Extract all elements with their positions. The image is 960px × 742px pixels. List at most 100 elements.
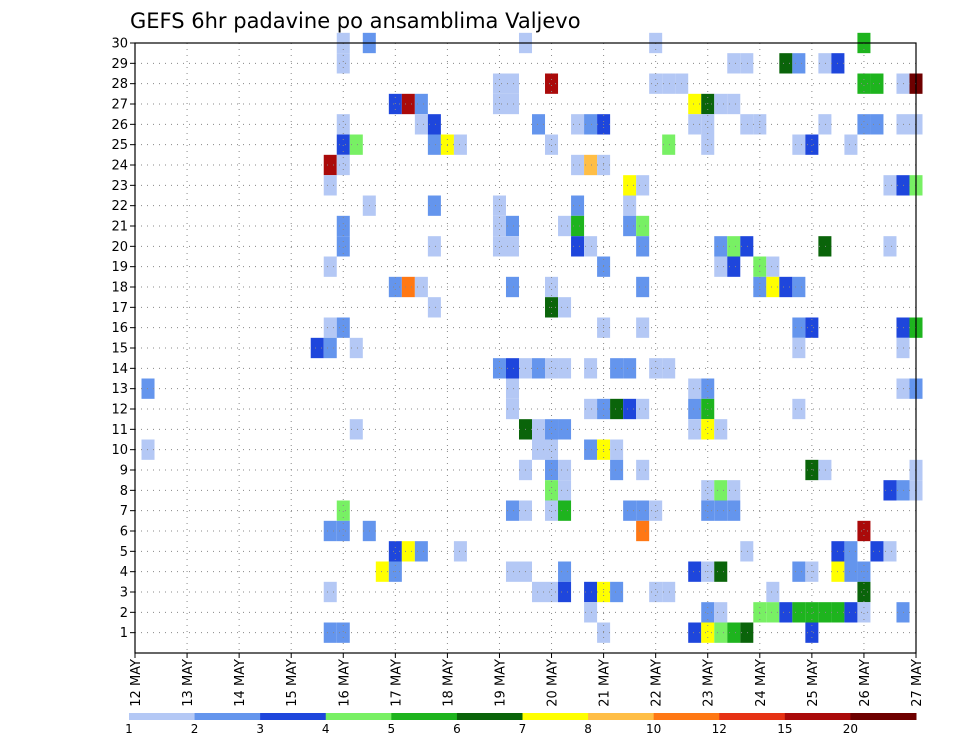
precipitation-cells <box>141 32 923 643</box>
precip-cell <box>623 358 637 379</box>
precip-cell <box>584 439 598 460</box>
precip-cell <box>388 541 402 562</box>
precip-cell <box>714 236 728 257</box>
precip-cell <box>779 276 793 298</box>
precip-cell <box>740 236 754 257</box>
precip-cell <box>336 154 350 176</box>
precip-cell <box>844 602 858 623</box>
precip-cell <box>636 317 650 338</box>
legend-label: 20 <box>843 722 858 736</box>
precip-cell <box>505 398 519 420</box>
precip-cell <box>688 114 702 135</box>
precip-cell <box>727 622 741 643</box>
precip-cell <box>375 561 389 582</box>
precip-cell <box>714 622 728 643</box>
precip-cell <box>805 602 819 623</box>
precip-cell <box>414 541 428 562</box>
precip-cell <box>427 297 441 318</box>
legend-label: 5 <box>388 722 396 736</box>
precip-cell <box>727 256 741 277</box>
precip-cell <box>792 561 806 582</box>
precip-cell <box>545 480 559 501</box>
precip-cell <box>740 53 754 74</box>
precip-cell <box>649 581 663 603</box>
precip-cell <box>336 134 350 155</box>
precip-cell <box>844 134 858 155</box>
precip-cell <box>571 114 585 135</box>
precip-cell <box>141 378 155 399</box>
precip-cell <box>857 73 871 94</box>
precip-cell <box>623 195 637 216</box>
precip-cell <box>870 114 884 135</box>
precip-cell <box>701 480 715 501</box>
precip-cell <box>545 134 559 155</box>
precip-cell <box>323 581 337 603</box>
precip-cell <box>532 358 546 379</box>
precip-cell <box>766 276 780 298</box>
y-tick-label: 22 <box>111 199 128 214</box>
precip-cell <box>727 53 741 74</box>
precip-cell <box>558 480 572 501</box>
y-tick-label: 17 <box>111 301 128 316</box>
precip-cell <box>896 114 910 135</box>
precip-cell <box>584 581 598 603</box>
precip-cell <box>714 419 728 440</box>
precip-cell <box>610 398 624 420</box>
precip-cell <box>636 459 650 481</box>
precip-cell <box>505 358 519 379</box>
legend-swatch <box>129 713 196 720</box>
precip-cell <box>336 114 350 135</box>
y-tick-label: 16 <box>111 321 128 336</box>
y-tick-label: 12 <box>111 403 128 418</box>
precip-cell <box>662 358 676 379</box>
colorbar-legend: 1 2 3 4 5 6 7 8 10 12 15 20 <box>125 713 917 736</box>
precip-cell <box>818 114 832 135</box>
precip-cell <box>792 276 806 298</box>
precip-cell <box>623 215 637 237</box>
precip-cell <box>505 500 519 521</box>
x-tick-label: 24 MAY <box>754 659 769 707</box>
precip-cell <box>662 73 676 94</box>
precip-cell <box>558 500 572 521</box>
precip-cell <box>558 297 572 318</box>
precip-cell <box>688 398 702 420</box>
precip-cell <box>688 378 702 399</box>
precip-cell <box>492 73 506 94</box>
precip-cell <box>532 581 546 603</box>
y-tick-label: 1 <box>120 626 128 641</box>
x-tick-label: 21 MAY <box>598 659 613 707</box>
precip-cell <box>896 337 910 359</box>
precip-cell <box>545 500 559 521</box>
y-tick-label: 23 <box>111 179 128 194</box>
precip-cell <box>610 459 624 481</box>
x-tick-label: 13 MAY <box>181 659 196 707</box>
precip-cell <box>896 602 910 623</box>
precip-cell <box>492 236 506 257</box>
y-tick-label: 21 <box>111 220 128 235</box>
legend-label: 15 <box>777 722 792 736</box>
precip-cell <box>636 175 650 196</box>
precip-cell <box>805 134 819 155</box>
precip-cell <box>505 93 519 115</box>
precip-cell <box>571 236 585 257</box>
legend-label: 7 <box>519 722 527 736</box>
y-tick-label: 27 <box>111 98 128 113</box>
precip-cell <box>492 215 506 237</box>
precip-cell <box>792 337 806 359</box>
x-tick-label: 26 MAY <box>858 659 873 707</box>
x-tick-label: 18 MAY <box>441 659 456 707</box>
precip-cell <box>805 317 819 338</box>
precip-cell <box>584 602 598 623</box>
precip-cell <box>818 459 832 481</box>
y-tick-label: 20 <box>111 240 128 255</box>
precip-cell <box>701 419 715 440</box>
legend-swatch <box>719 713 786 720</box>
gridlines <box>135 43 916 653</box>
precip-cell <box>740 114 754 135</box>
precip-cell <box>323 256 337 277</box>
precip-cell <box>701 602 715 623</box>
y-tick-label: 3 <box>120 586 128 601</box>
precip-cell <box>571 154 585 176</box>
precip-cell <box>779 53 793 74</box>
